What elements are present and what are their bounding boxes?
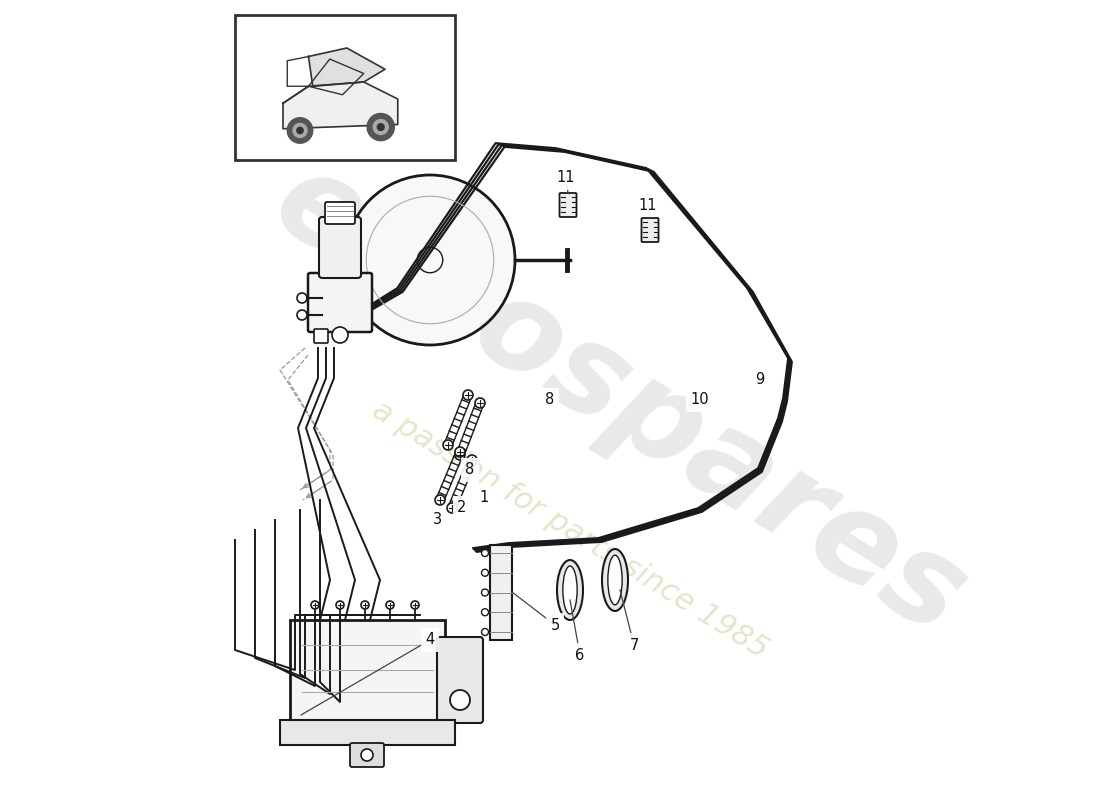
Circle shape — [482, 589, 488, 596]
FancyBboxPatch shape — [324, 202, 355, 224]
Circle shape — [455, 447, 465, 457]
Text: 8: 8 — [546, 393, 554, 407]
Circle shape — [361, 749, 373, 761]
Circle shape — [482, 550, 488, 557]
FancyBboxPatch shape — [437, 637, 483, 723]
FancyBboxPatch shape — [560, 193, 576, 217]
Circle shape — [297, 293, 307, 303]
Text: 11: 11 — [639, 198, 658, 213]
Circle shape — [367, 114, 395, 141]
FancyBboxPatch shape — [314, 329, 328, 343]
FancyBboxPatch shape — [641, 218, 659, 242]
Circle shape — [311, 601, 319, 609]
Bar — [490, 545, 512, 640]
Bar — [235, 15, 455, 160]
Circle shape — [297, 127, 304, 134]
Text: 7: 7 — [629, 638, 639, 653]
Circle shape — [475, 398, 485, 408]
Text: a passion for parts since 1985: a passion for parts since 1985 — [366, 395, 773, 665]
Text: 8: 8 — [465, 462, 474, 478]
Text: 2: 2 — [458, 501, 466, 515]
Ellipse shape — [602, 549, 628, 611]
FancyBboxPatch shape — [350, 743, 384, 767]
Circle shape — [332, 327, 348, 343]
Circle shape — [443, 440, 453, 450]
Circle shape — [450, 690, 470, 710]
Text: 3: 3 — [432, 513, 441, 527]
Text: eurospares: eurospares — [253, 139, 987, 661]
Text: 6: 6 — [575, 647, 584, 662]
Circle shape — [447, 503, 456, 513]
Circle shape — [434, 495, 446, 505]
Polygon shape — [283, 82, 398, 129]
Circle shape — [463, 390, 473, 400]
Circle shape — [482, 609, 488, 616]
Text: 10: 10 — [691, 393, 710, 407]
Circle shape — [297, 310, 307, 320]
Circle shape — [336, 601, 344, 609]
Circle shape — [293, 123, 307, 138]
Polygon shape — [308, 48, 385, 86]
Text: 4: 4 — [426, 633, 434, 647]
Circle shape — [373, 119, 388, 134]
Circle shape — [287, 118, 312, 143]
Text: 5: 5 — [550, 618, 560, 633]
Circle shape — [482, 629, 488, 635]
Circle shape — [468, 455, 477, 465]
Circle shape — [411, 601, 419, 609]
Bar — [290, 620, 446, 720]
Circle shape — [361, 601, 368, 609]
Circle shape — [482, 570, 488, 576]
Ellipse shape — [563, 566, 578, 614]
Ellipse shape — [608, 555, 623, 605]
Bar — [280, 720, 455, 745]
Text: 1: 1 — [480, 490, 488, 506]
Circle shape — [386, 601, 394, 609]
Text: 9: 9 — [756, 373, 764, 387]
Circle shape — [345, 175, 515, 345]
FancyBboxPatch shape — [308, 273, 372, 332]
Circle shape — [455, 450, 465, 460]
Ellipse shape — [557, 560, 583, 620]
FancyBboxPatch shape — [319, 217, 361, 278]
Circle shape — [377, 124, 384, 130]
Text: 11: 11 — [557, 170, 575, 186]
